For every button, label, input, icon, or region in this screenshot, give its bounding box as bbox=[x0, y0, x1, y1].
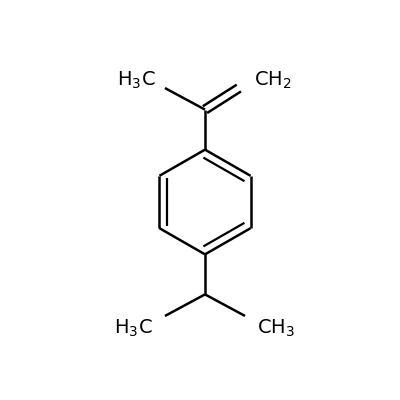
Text: CH$_3$: CH$_3$ bbox=[257, 318, 295, 339]
Text: H$_3$C: H$_3$C bbox=[117, 70, 156, 91]
Text: H$_3$C: H$_3$C bbox=[114, 318, 153, 339]
Text: CH$_2$: CH$_2$ bbox=[254, 70, 292, 91]
